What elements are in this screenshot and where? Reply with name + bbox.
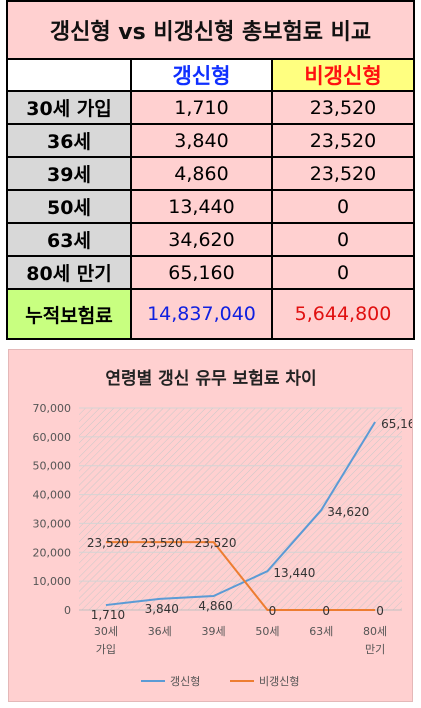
comparison-table-container: 갱신형 vs 비갱신형 총보험료 비교 갱신형 비갱신형 30세 가입 1,71…: [6, 0, 415, 340]
header-renewable: 갱신형: [130, 58, 273, 92]
total-label: 누적보험료: [6, 288, 132, 340]
row-label: 36세: [6, 123, 132, 158]
non-renewable-value: 0: [271, 189, 415, 224]
y-tick-label: 70,000: [33, 402, 72, 415]
comparison-table: 갱신형 vs 비갱신형 총보험료 비교 갱신형 비갱신형 30세 가입 1,71…: [6, 0, 415, 340]
table-row: 39세 4,860 23,520: [6, 156, 415, 191]
non-renewable-value: 23,520: [271, 90, 415, 125]
x-tick-label: 가입: [96, 643, 116, 656]
legend-label: 비갱신형: [259, 675, 299, 688]
y-tick-label: 0: [64, 604, 71, 617]
table-row: 80세 만기 65,160 0: [6, 255, 415, 290]
line-chart: 연령별 갱신 유무 보험료 차이 0 10,000 20,000 30,000 40,0…: [33, 368, 421, 688]
non-renewable-value: 0: [271, 222, 415, 257]
y-tick-label: 60,000: [33, 431, 72, 444]
total-renewable: 14,837,040: [130, 288, 273, 340]
total-row: 누적보험료 14,837,040 5,644,800: [6, 288, 415, 340]
line-chart-panel: 연령별 갱신 유무 보험료 차이 0 10,000 20,000 30,000 40,0…: [8, 349, 421, 702]
non-renewable-value: 0: [271, 255, 415, 290]
data-label: 23,520: [87, 536, 129, 550]
table-row: 50세 13,440 0: [6, 189, 415, 224]
series-line: [105, 541, 376, 611]
row-label: 39세: [6, 156, 132, 191]
renewable-value: 1,710: [130, 90, 273, 125]
data-label: 34,620: [327, 505, 369, 519]
y-tick-label: 50,000: [33, 460, 72, 473]
series-line: [105, 421, 376, 607]
table-title: 갱신형 vs 비갱신형 총보험료 비교: [6, 0, 415, 60]
data-label: 0: [269, 604, 277, 618]
renewable-value: 3,840: [130, 123, 273, 158]
table-header-row: 갱신형 비갱신형: [6, 58, 415, 92]
y-tick-label: 40,000: [33, 489, 72, 502]
renewable-value: 13,440: [130, 189, 273, 224]
x-tick-label: 50세: [255, 625, 279, 638]
data-label: 4,860: [198, 599, 232, 613]
y-tick-label: 30,000: [33, 517, 72, 530]
row-label: 30세 가입: [6, 90, 132, 125]
renewable-value: 65,160: [130, 255, 273, 290]
y-tick-label: 10,000: [33, 575, 72, 588]
header-empty-cell: [6, 58, 132, 92]
x-tick-label: 63세: [309, 625, 333, 638]
y-tick-label: 20,000: [33, 546, 72, 559]
renewable-value: 4,860: [130, 156, 273, 191]
row-label: 63세: [6, 222, 132, 257]
data-label: 23,520: [141, 536, 183, 550]
total-non-renewable: 5,644,800: [271, 288, 415, 340]
x-tick-label: 30세: [94, 625, 118, 638]
x-tick-label: 80세: [363, 625, 387, 638]
renewable-value: 34,620: [130, 222, 273, 257]
x-tick-label: 39세: [202, 625, 226, 638]
data-label: 1,710: [91, 608, 125, 622]
data-label: 3,840: [145, 602, 179, 616]
chart-title: 연령별 갱신 유무 보험료 차이: [105, 368, 316, 389]
row-label: 50세: [6, 189, 132, 224]
data-label: 23,520: [195, 536, 237, 550]
table-row: 30세 가입 1,710 23,520: [6, 90, 415, 125]
non-renewable-value: 23,520: [271, 123, 415, 158]
x-tick-label: 만기: [365, 643, 385, 656]
data-label: 0: [322, 604, 330, 618]
row-label: 80세 만기: [6, 255, 132, 290]
legend-label: 갱신형: [170, 675, 200, 688]
x-tick-label: 36세: [148, 625, 172, 638]
data-label: 65,160: [381, 417, 412, 431]
non-renewable-value: 23,520: [271, 156, 415, 191]
table-row: 63세 34,620 0: [6, 222, 415, 257]
table-row: 36세 3,840 23,520: [6, 123, 415, 158]
data-label: 13,440: [273, 566, 315, 580]
data-label: 0: [376, 604, 384, 618]
header-non-renewable: 비갱신형: [271, 58, 415, 92]
